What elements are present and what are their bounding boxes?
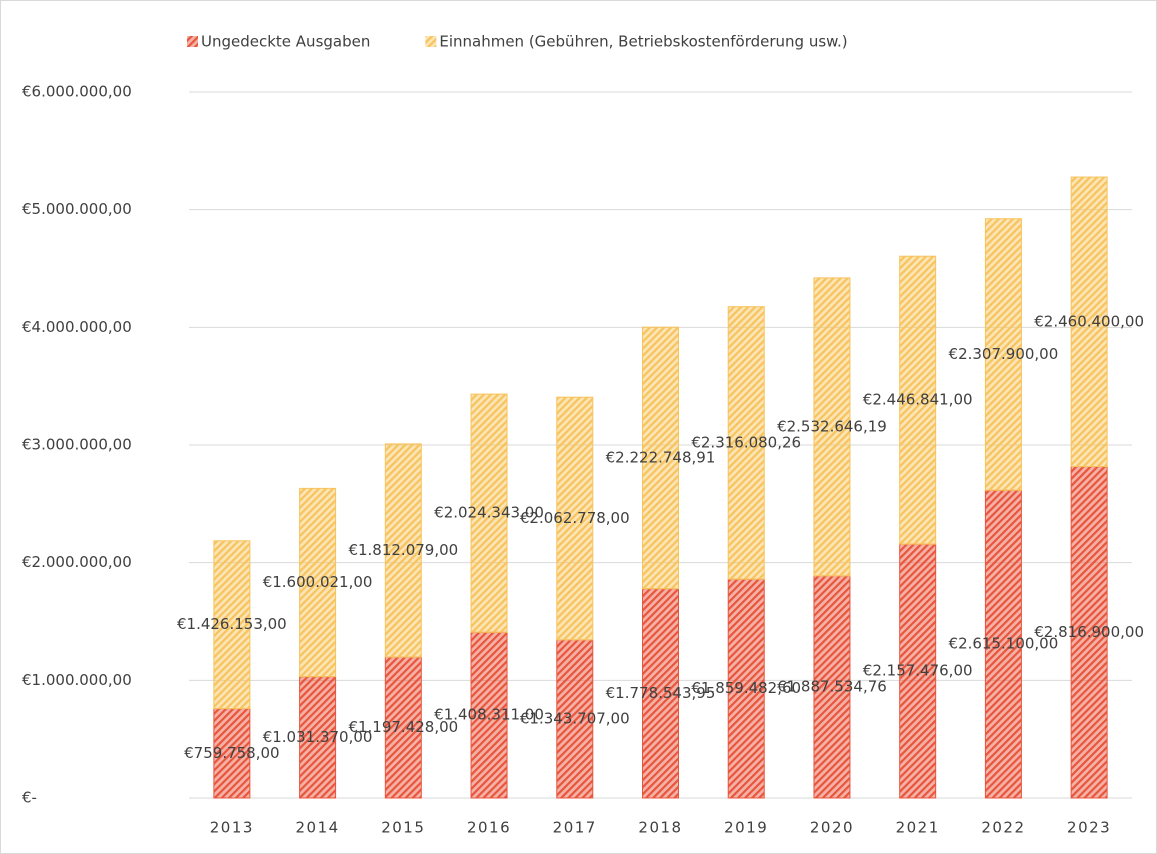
legend-swatch [425, 36, 437, 47]
data-label: €2.615.100,00 [949, 635, 1059, 653]
bar-segment [470, 631, 508, 799]
bar-segment [642, 588, 679, 799]
x-tick-label: 2023 [1067, 819, 1111, 837]
bar-segment [1070, 466, 1108, 799]
x-tick-label: 2017 [553, 819, 597, 837]
legend-label: Ungedeckte Ausgaben [201, 33, 370, 51]
data-label: €2.307.900,00 [949, 345, 1059, 363]
x-tick-label: 2019 [724, 819, 768, 837]
y-tick-label: €5.000.000,00 [22, 200, 132, 218]
data-label: €2.316.080,26 [691, 433, 801, 451]
data-label: €1.197.428,00 [348, 718, 458, 736]
data-label: €1.408.311,00 [434, 706, 544, 724]
bar-segment [213, 540, 251, 710]
data-label: €1.859.482,60 [691, 679, 801, 697]
bar-segment [384, 656, 422, 799]
data-label: €2.157.476,00 [863, 662, 973, 680]
data-label: €1.426.153,00 [177, 615, 287, 633]
data-label: €2.532.646,19 [777, 417, 887, 435]
y-tick-label: €3.000.000,00 [22, 436, 132, 454]
data-label: €1.887.534,76 [777, 677, 887, 695]
data-label: €2.460.400,00 [1034, 312, 1144, 330]
bar-segment [984, 489, 1022, 799]
y-tick-label: €1.000.000,00 [22, 671, 132, 689]
data-label: €2.446.841,00 [863, 391, 973, 409]
bar-segment [899, 543, 937, 799]
bar-segment [813, 277, 851, 577]
bar-segment [1070, 176, 1108, 468]
bar-segment [299, 676, 337, 799]
bar-segment [556, 639, 594, 799]
x-tick-label: 2014 [295, 819, 339, 837]
y-tick-label: €- [22, 789, 37, 807]
x-tick-label: 2022 [981, 819, 1025, 837]
bar-segment [727, 578, 765, 799]
y-tick-label: €2.000.000,00 [22, 553, 132, 571]
x-tick-label: 2021 [896, 819, 940, 837]
legend-label: Einnahmen (Gebühren, Betriebskostenförde… [439, 33, 847, 51]
data-label: €2.222.748,91 [606, 448, 716, 466]
data-label: €759.758,00 [184, 744, 279, 762]
data-label: €2.062.778,00 [520, 509, 630, 527]
bar-segment [470, 393, 508, 633]
data-label: €1.600.021,00 [263, 573, 373, 591]
bar-segment [556, 396, 594, 641]
data-label: €2.816.900,00 [1034, 623, 1144, 641]
legend-swatch [187, 36, 198, 47]
bar-segment [213, 708, 251, 799]
bar-segment [299, 487, 337, 678]
x-tick-label: 2018 [638, 819, 682, 837]
data-label: €1.778.543,95 [606, 684, 716, 702]
y-tick-label: €6.000.000,00 [22, 83, 132, 101]
bar-segment [384, 443, 422, 658]
x-tick-label: 2020 [810, 819, 854, 837]
bar-segment [813, 575, 851, 799]
bar-segment [642, 326, 679, 590]
x-tick-label: 2015 [381, 819, 425, 837]
bar-segment [984, 218, 1022, 491]
data-label: €2.024.343,00 [434, 504, 544, 522]
bar-segment [727, 306, 765, 580]
data-label: €1.343.707,00 [520, 709, 630, 727]
x-tick-label: 2013 [210, 819, 254, 837]
y-tick-label: €4.000.000,00 [22, 318, 132, 336]
x-tick-label: 2016 [467, 819, 511, 837]
bar-segment [899, 255, 937, 545]
data-label: €1.812.079,00 [348, 541, 458, 559]
data-label: €1.031.370,00 [263, 728, 373, 746]
